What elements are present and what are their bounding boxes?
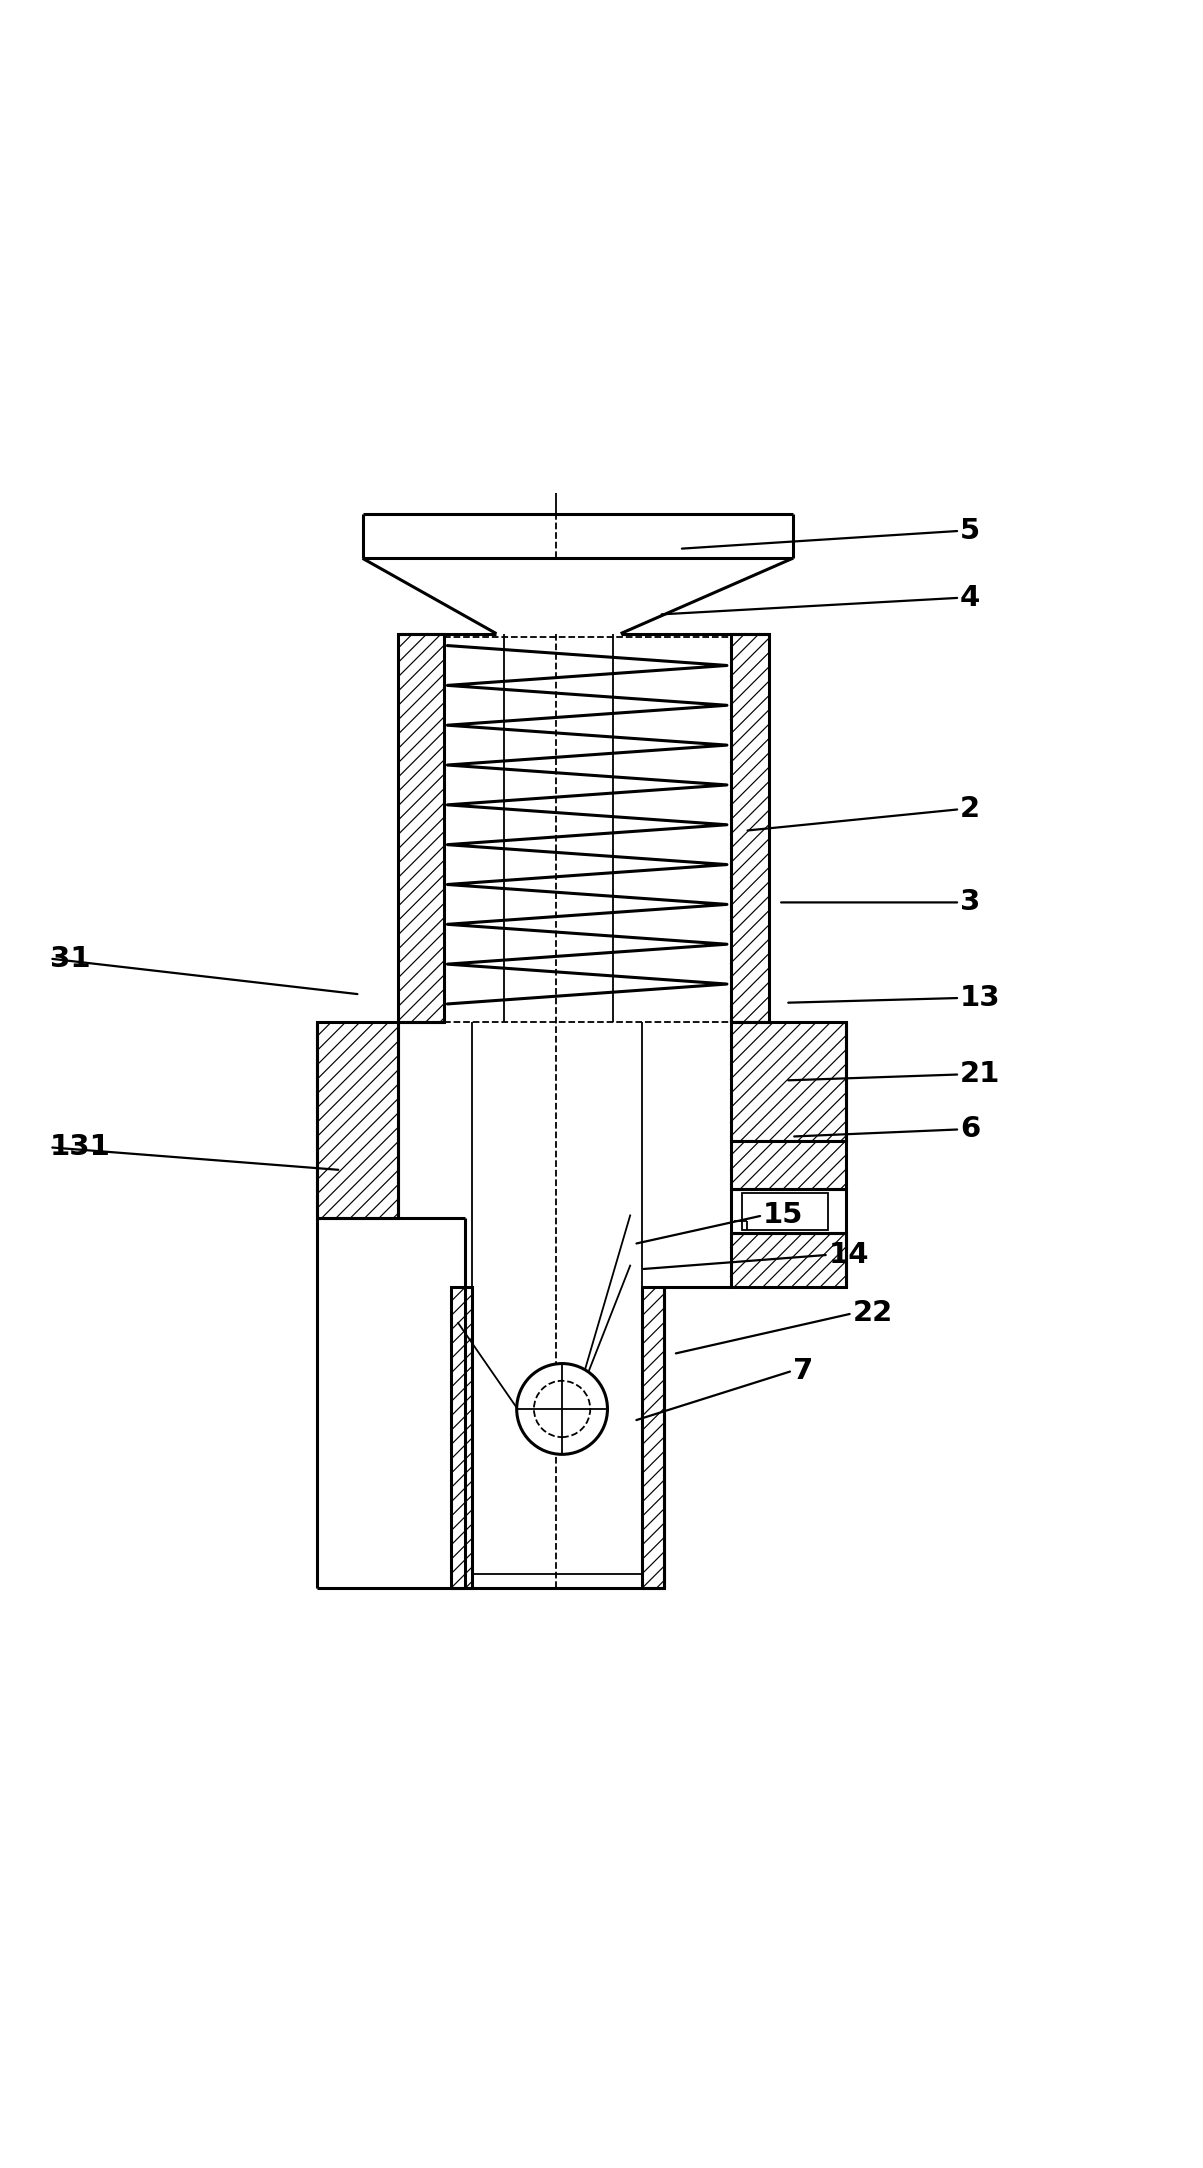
Text: 3: 3 (960, 889, 980, 917)
Text: 31: 31 (49, 945, 90, 973)
Circle shape (516, 1364, 608, 1455)
Text: 21: 21 (960, 1060, 1000, 1088)
Text: 7: 7 (793, 1357, 813, 1385)
Text: 6: 6 (960, 1114, 980, 1143)
Bar (730, 1140, 847, 1188)
Bar (730, 1234, 847, 1288)
Text: 131: 131 (49, 1134, 111, 1162)
Bar (451, 1288, 473, 1589)
Bar (742, 1192, 829, 1229)
Text: 5: 5 (960, 516, 980, 544)
Bar (730, 633, 769, 1021)
Bar (730, 1021, 847, 1140)
Bar (642, 1288, 664, 1589)
Bar (398, 633, 444, 1021)
Text: 13: 13 (960, 984, 1001, 1012)
Text: 15: 15 (763, 1201, 804, 1229)
Bar (318, 1021, 398, 1218)
Text: 14: 14 (829, 1240, 869, 1268)
Text: 22: 22 (853, 1299, 893, 1327)
Text: 2: 2 (960, 796, 980, 824)
Text: 4: 4 (960, 583, 980, 611)
